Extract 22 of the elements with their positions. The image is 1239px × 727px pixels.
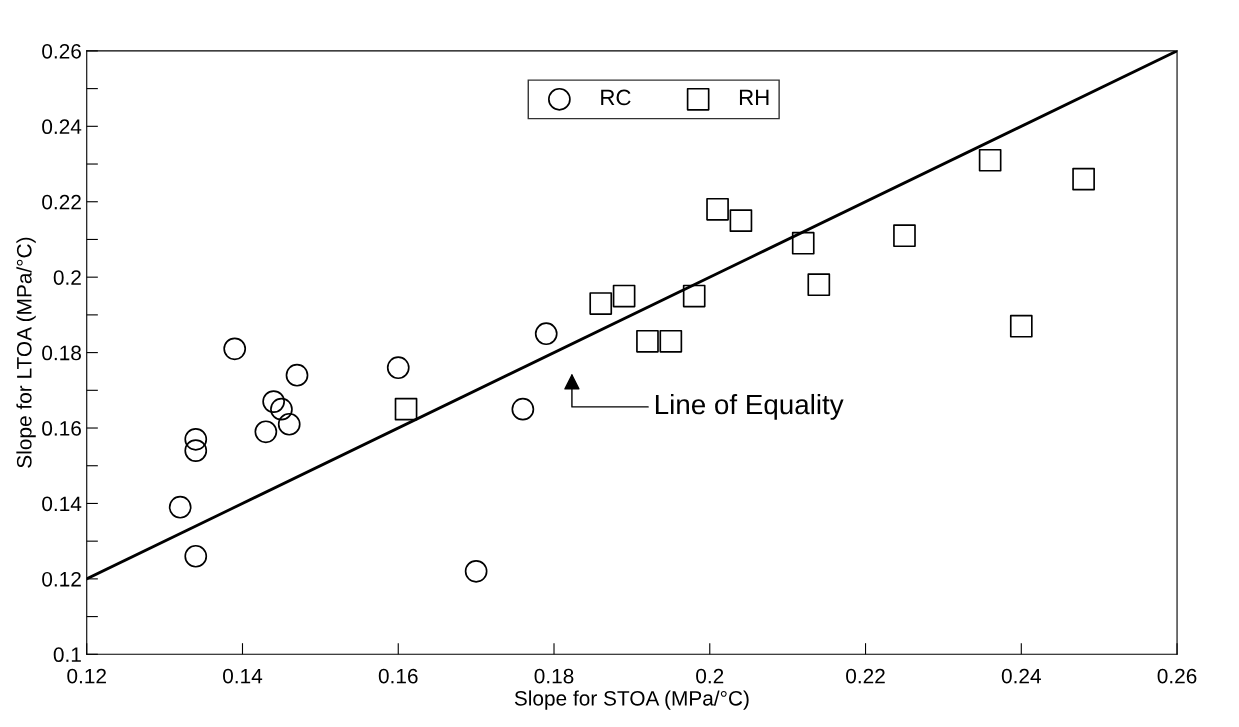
x-tick-label: 0.16 xyxy=(378,668,418,684)
y-tick-label: 0.16 xyxy=(42,421,81,436)
x-tick-label: 0.2 xyxy=(696,668,724,684)
x-tick-label: 0.24 xyxy=(1001,668,1041,684)
y-axis-title: Slope for LTOA (MPa/°C) xyxy=(16,237,36,468)
y-tick-label: 0.26 xyxy=(42,43,81,59)
y-tick-label: 0.1 xyxy=(53,647,81,663)
x-tick-label: 0.22 xyxy=(846,668,885,684)
y-tick-label: 0.18 xyxy=(42,345,81,361)
legend-label: RH xyxy=(739,89,769,106)
x-tick-label: 0.14 xyxy=(223,668,263,684)
x-axis-title: Slope for STOA (MPa/°C) xyxy=(514,690,749,710)
annotation: Line of Equality xyxy=(655,393,844,420)
x-tick-label: 0.26 xyxy=(1157,668,1197,684)
y-tick-label: 0.2 xyxy=(53,270,81,285)
y-tick-label: 0.14 xyxy=(42,496,82,512)
y-tick-label: 0.24 xyxy=(42,119,82,135)
x-tick-label: 0.12 xyxy=(67,668,106,684)
y-tick-label: 0.12 xyxy=(42,571,81,587)
x-tick-label: 0.18 xyxy=(534,668,574,684)
y-tick-label: 0.22 xyxy=(42,194,81,210)
legend-label: RC xyxy=(601,89,631,106)
